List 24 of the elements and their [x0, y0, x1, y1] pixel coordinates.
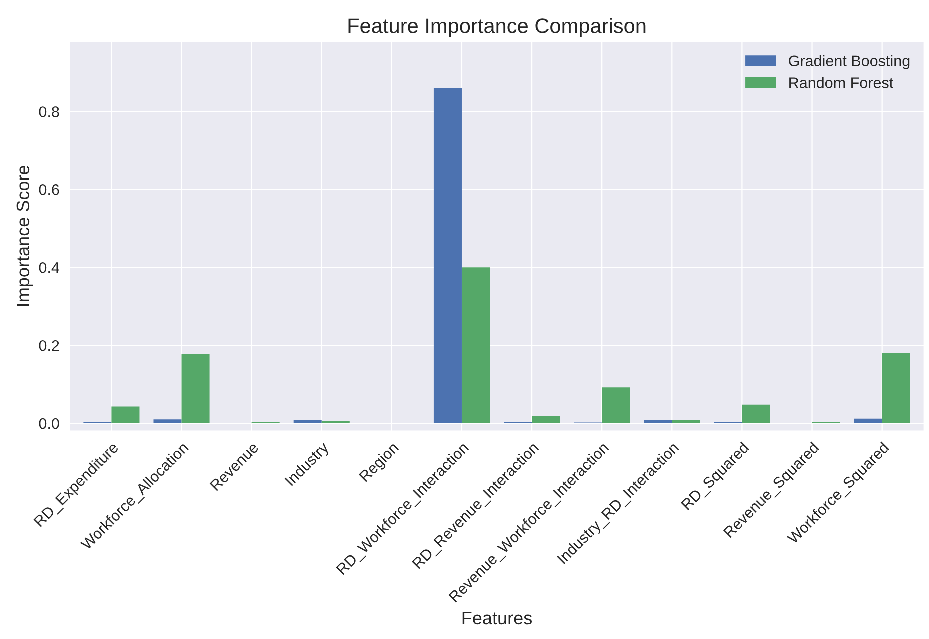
- bar: [602, 388, 630, 424]
- bar: [532, 416, 560, 424]
- bar: [112, 406, 140, 424]
- y-tick-label: 0.6: [39, 184, 60, 196]
- bar: [742, 404, 770, 424]
- y-tick-label: 0.0: [39, 418, 60, 430]
- bar: [182, 354, 210, 424]
- y-axis-title: Importance Score: [16, 166, 34, 306]
- bar: [854, 418, 882, 424]
- bar: [294, 420, 322, 424]
- y-tick-label: 0.8: [39, 106, 60, 118]
- y-tick-label: 0.4: [39, 262, 60, 274]
- bar: [434, 88, 462, 424]
- bar: [154, 420, 182, 424]
- bar: [322, 421, 350, 424]
- legend-label: Gradient Boosting: [789, 55, 910, 70]
- bar: [644, 420, 672, 424]
- bar: [672, 420, 700, 424]
- y-tick-label: 0.2: [39, 340, 60, 352]
- bar: [882, 352, 910, 424]
- bar: [462, 268, 490, 424]
- chart-title: Feature Importance Comparison: [348, 18, 646, 38]
- x-axis-title: Features: [462, 612, 532, 625]
- legend-label: Random Forest: [790, 77, 894, 88]
